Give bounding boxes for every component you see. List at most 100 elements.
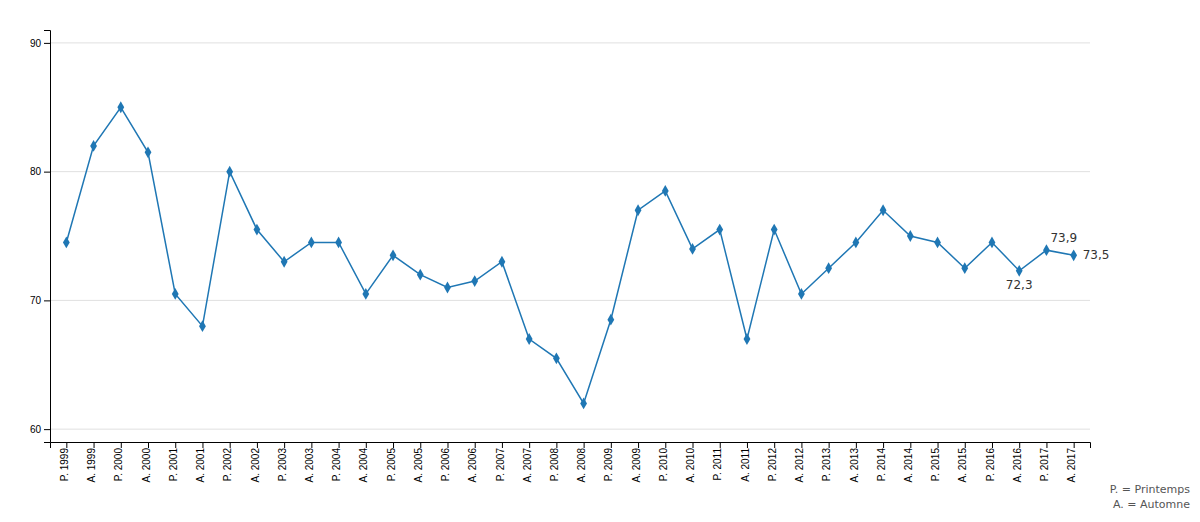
x-tick-mark	[148, 442, 149, 448]
x-tick-label: A. 2011	[740, 448, 751, 482]
x-tick-label: A. 1999	[86, 448, 97, 483]
point	[335, 237, 342, 249]
x-tick-mark	[366, 442, 367, 448]
y-tick-mark	[44, 429, 50, 430]
y-axis: 60 70 80 90	[30, 31, 51, 443]
x-tick: P. 2000	[113, 442, 124, 481]
x-tick: P. 2013	[821, 442, 832, 481]
x-tick-label: A. 2013	[849, 448, 860, 483]
point	[744, 333, 751, 345]
marks	[63, 101, 1077, 409]
x-tick: A. 2008	[576, 442, 587, 482]
point	[1070, 249, 1077, 261]
x-tick-mark	[230, 442, 231, 448]
point	[825, 262, 832, 274]
point	[308, 237, 315, 249]
point	[499, 256, 506, 268]
y-tick-mark	[44, 300, 50, 301]
x-tick-mark	[420, 442, 421, 448]
x-tick-mark	[1046, 442, 1047, 448]
x-tick-label: A. 2012	[794, 448, 805, 483]
point	[635, 204, 642, 216]
point	[771, 224, 778, 236]
x-tick-mark	[529, 442, 530, 448]
point	[199, 320, 206, 332]
value-label: 72,3	[1006, 278, 1033, 292]
x-tick-mark	[584, 442, 585, 448]
point	[1043, 244, 1050, 256]
x-tick-mark	[475, 442, 476, 448]
x-axis: P. 1999 A. 1999 P. 2000 A. 2000 P. 2001 A. 20…	[51, 442, 1091, 482]
point	[254, 224, 261, 236]
point	[471, 275, 478, 287]
x-tick: P. 2009	[603, 442, 614, 481]
y-tick-label: 90	[30, 38, 42, 49]
x-tick-label: P. 2016	[985, 448, 996, 482]
x-tick-label: A. 2016	[1012, 448, 1023, 483]
note-text: P. = Printemps	[1110, 483, 1190, 496]
grid-line	[50, 171, 1090, 172]
grid	[50, 43, 1090, 429]
point	[662, 185, 669, 197]
x-tick: P. 2016	[985, 442, 996, 481]
x-tick-label: A. 2010	[685, 448, 696, 483]
point	[172, 288, 179, 300]
x-tick-mark	[202, 442, 203, 448]
x-tick: A. 2003	[304, 442, 315, 482]
point	[852, 237, 859, 249]
y-tick: 60	[30, 424, 50, 435]
point	[117, 101, 124, 113]
x-tick-mark	[965, 442, 966, 448]
x-tick-label: P. 2014	[876, 448, 887, 482]
point	[90, 140, 97, 152]
x-tick-label: P. 1999	[59, 448, 70, 482]
x-tick-mark	[311, 442, 312, 448]
x-axis-line	[51, 443, 1091, 449]
x-tick-label: A. 2008	[576, 448, 587, 483]
x-tick: A. 2012	[794, 442, 805, 482]
x-tick-mark	[992, 442, 993, 448]
x-tick-mark	[556, 442, 557, 448]
x-tick: P. 2004	[331, 442, 342, 481]
x-tick-mark	[747, 442, 748, 448]
x-tick: A. 2004	[358, 442, 369, 482]
point	[362, 288, 369, 300]
x-tick: A. 2016	[1012, 442, 1023, 482]
x-tick-mark	[447, 442, 448, 448]
x-tick-label: P. 2006	[440, 448, 451, 482]
x-tick: A. 2007	[522, 442, 533, 482]
grid-line	[50, 429, 1090, 430]
x-tick-mark	[801, 442, 802, 448]
x-tick-label: A. 2017	[1066, 448, 1077, 483]
x-tick: A. 2002	[250, 442, 261, 482]
chart: 60 70 80 90 P. 1999 A. 1999 P. 2000 A. 2000 P. 2…	[0, 0, 1200, 522]
x-tick-label: A. 2003	[304, 448, 315, 483]
x-tick: P. 2015	[930, 442, 941, 481]
x-tick-label: P. 2003	[277, 448, 288, 482]
x-tick-mark	[121, 442, 122, 448]
x-tick-label: A. 2002	[250, 448, 261, 483]
x-tick-label: A. 2000	[141, 448, 152, 483]
x-tick: A. 2010	[685, 442, 696, 482]
x-tick: P. 2017	[1039, 442, 1050, 481]
x-tick-label: A. 2005	[413, 448, 424, 483]
x-tick-mark	[94, 442, 95, 448]
x-tick: P. 2003	[277, 442, 288, 481]
point	[880, 204, 887, 216]
x-tick: A. 1999	[86, 442, 97, 482]
x-tick: A. 2011	[740, 442, 751, 482]
x-tick-mark	[774, 442, 775, 448]
y-tick-label: 80	[30, 166, 42, 177]
y-tick-label: 70	[30, 295, 42, 306]
point	[444, 282, 451, 294]
x-tick: P. 2010	[658, 442, 669, 481]
x-tick: P. 2012	[767, 442, 778, 481]
x-tick-label: A. 2015	[957, 448, 968, 483]
x-tick-label: P. 2001	[168, 448, 179, 482]
y-tick-mark	[44, 43, 50, 44]
x-tick-mark	[856, 442, 857, 448]
point	[553, 352, 560, 364]
plot: 60 70 80 90 P. 1999 A. 1999 P. 2000 A. 2000 P. 2…	[30, 31, 1110, 483]
x-tick-label: P. 2015	[930, 448, 941, 482]
note: P. = PrintempsA. = Automne	[1110, 483, 1190, 511]
